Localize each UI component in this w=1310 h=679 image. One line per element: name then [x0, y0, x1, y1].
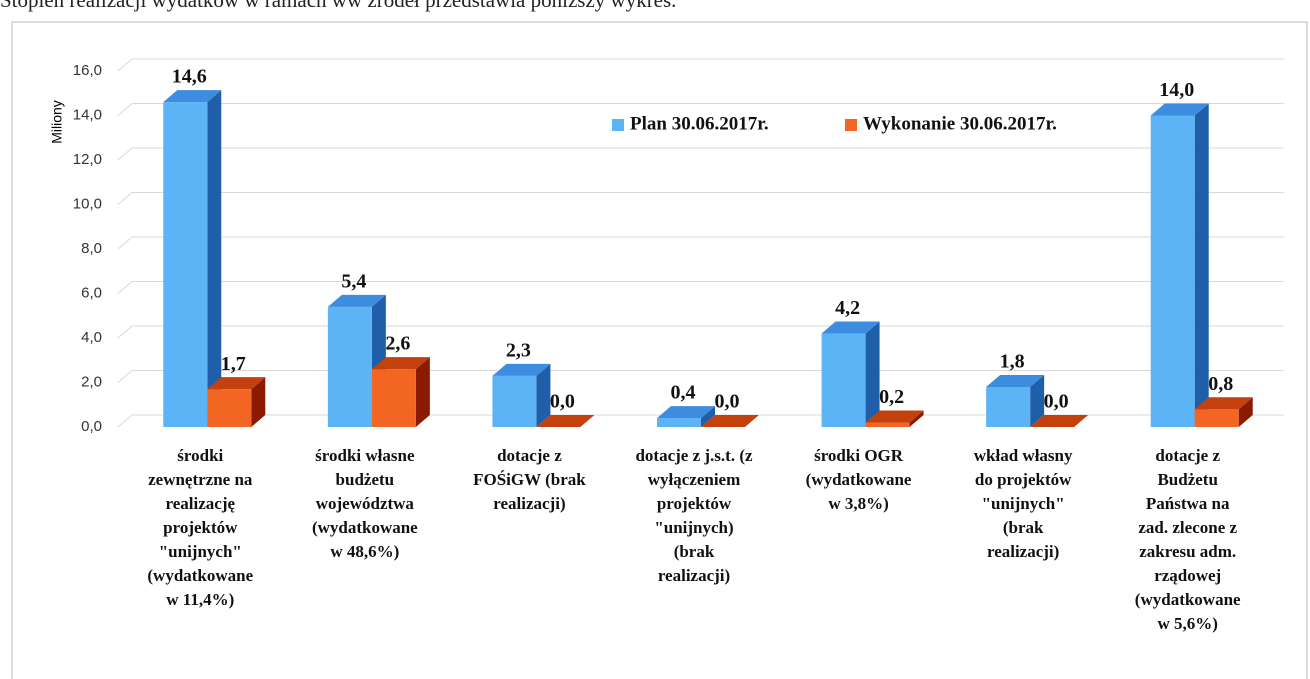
bar-side: [701, 406, 715, 427]
bar-front: [327, 306, 372, 427]
bar: [163, 90, 222, 428]
bar: [865, 410, 924, 427]
bar: [327, 294, 386, 427]
bar-front: [986, 386, 1031, 427]
x-tick-label: dotacje z j.s.t. (z wyłączeniem projektó…: [635, 446, 753, 585]
bar: [371, 357, 430, 427]
y-tick-label: 2,0: [81, 373, 102, 390]
bar-front: [1150, 115, 1195, 427]
y-tick-label: 16,0: [73, 62, 102, 79]
bar-front: [1194, 409, 1239, 427]
bar-top: [327, 294, 386, 307]
legend-swatch: [612, 119, 624, 131]
bar-top: [163, 90, 222, 103]
x-tick-label: dotacje z FOŚiGW (brak realizacji): [473, 446, 586, 513]
bar-side: [909, 410, 924, 427]
bar-side: [865, 321, 880, 427]
bar: [492, 363, 551, 427]
data-label: 2,3: [506, 339, 531, 361]
bar: [207, 377, 266, 427]
y-tick-label: 10,0: [73, 195, 102, 212]
data-label: 0,4: [671, 382, 696, 404]
bar-front: [371, 369, 416, 427]
y-tick-label: 14,0: [73, 106, 102, 123]
bar-front: [657, 418, 701, 427]
grid-floor: [117, 281, 133, 294]
bar-top: [371, 357, 430, 370]
bar-side: [251, 377, 266, 427]
data-label: 4,2: [835, 297, 860, 319]
bar: [536, 415, 595, 427]
grid-floor: [117, 147, 133, 161]
data-label: 0,0: [550, 391, 575, 413]
bar-front: [163, 102, 208, 428]
bar-top: [657, 406, 715, 419]
grid-floor: [117, 370, 133, 383]
legend-label: Plan 30.06.2017r.: [630, 113, 769, 134]
data-label: 14,0: [1159, 79, 1194, 101]
bar-side: [207, 90, 222, 428]
bar: [1194, 397, 1253, 427]
bar-side: [536, 363, 551, 427]
bar-top: [1030, 415, 1089, 427]
grid-floor: [117, 236, 133, 250]
y-axis-label: Miliony: [49, 100, 65, 144]
grid-floor: [117, 325, 133, 339]
data-label: 0,8: [1208, 373, 1233, 395]
bar-top: [1194, 397, 1253, 410]
x-tick-label: dotacje z Budżetu Państwa na zad. zlecon…: [1134, 446, 1241, 633]
bar-top: [821, 321, 880, 334]
bar-side: [1030, 374, 1045, 427]
bar-front: [492, 375, 537, 427]
x-tick-label: środki OGR (wydatkowane w 3,8%): [805, 446, 912, 513]
bar: [701, 415, 759, 427]
bar-top: [207, 377, 266, 390]
y-tick-label: 8,0: [81, 240, 102, 257]
bar: [1030, 415, 1089, 427]
data-label: 5,4: [341, 270, 366, 292]
bar-side: [1194, 103, 1209, 427]
x-tick-label: wkład własny do projektów "unijnych" (br…: [973, 446, 1073, 561]
data-label: 0,0: [715, 391, 740, 413]
header-text: Stopień realizacji wydatków w ramach ww …: [0, 0, 677, 12]
bar-top: [986, 374, 1045, 387]
bar-front: [865, 422, 910, 427]
bar-front: [821, 333, 866, 427]
grid-floor: [117, 414, 133, 428]
bar: [986, 374, 1045, 427]
y-tick-label: 6,0: [81, 284, 102, 301]
data-label: 1,7: [221, 353, 246, 375]
bar-top: [536, 415, 595, 427]
y-tick-label: 12,0: [73, 151, 102, 168]
chart-border: [11, 21, 1308, 679]
legend-swatch: [845, 119, 857, 131]
bar-top: [1150, 103, 1209, 116]
bar-front: [207, 389, 252, 427]
bar-top: [865, 410, 924, 423]
bar: [1150, 103, 1209, 427]
data-label: 1,8: [1000, 351, 1025, 373]
bar-side: [415, 357, 430, 427]
bar-side: [1238, 397, 1253, 427]
data-label: 0,2: [879, 386, 904, 408]
grid-floor: [117, 58, 133, 72]
bar-top: [492, 363, 551, 376]
data-label: 0,0: [1044, 391, 1069, 413]
data-label: 14,6: [172, 66, 207, 88]
x-tick-label: środki własne budżetu województwa (wydat…: [311, 446, 418, 561]
bar: [657, 406, 715, 427]
y-tick-label: 0,0: [81, 418, 102, 435]
y-tick-label: 4,0: [81, 329, 102, 346]
data-label: 2,6: [385, 333, 410, 355]
bar-top: [701, 415, 759, 427]
bar: [821, 321, 880, 427]
x-tick-label: środki zewnętrzne na realizację projektó…: [147, 446, 254, 609]
legend-label: Wykonanie 30.06.2017r.: [863, 113, 1057, 134]
grid-floor: [117, 103, 133, 116]
grid-floor: [117, 192, 133, 205]
